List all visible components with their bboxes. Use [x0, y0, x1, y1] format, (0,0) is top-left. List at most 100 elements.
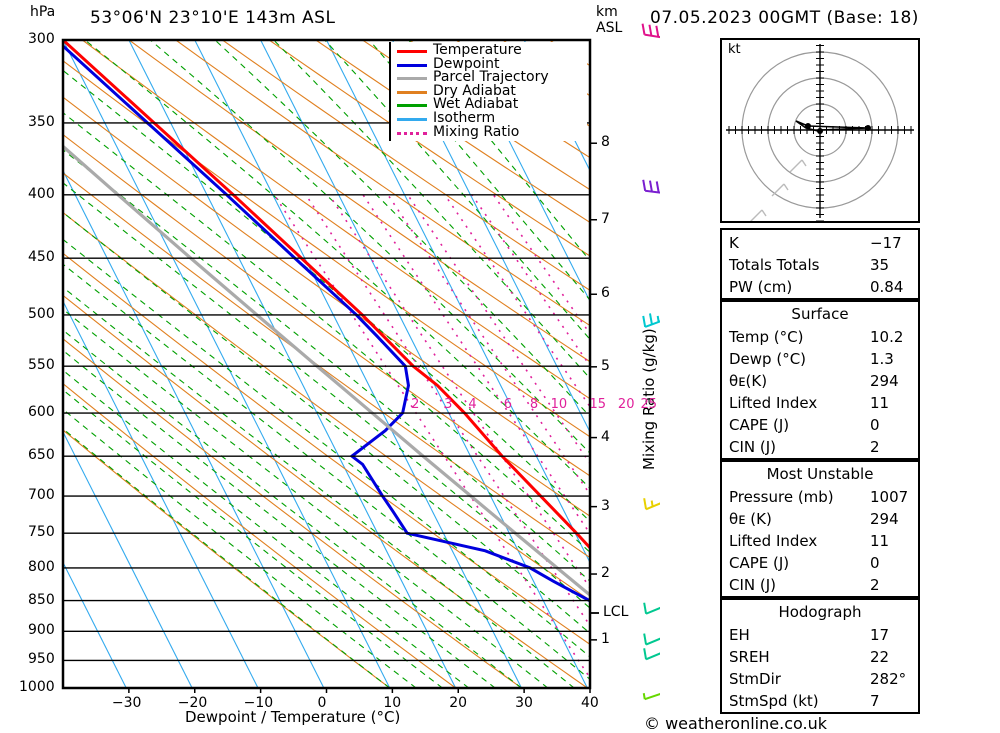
panel-title-text: Surface	[791, 305, 849, 323]
panel-title-text: Most Unstable	[766, 465, 874, 483]
stat-row: CAPE (J) 0	[722, 415, 918, 437]
temperature-tick-label: 40	[581, 695, 599, 711]
date-title: 07.05.2023 00GMT (Base: 18)	[650, 8, 919, 28]
pressure-tick-label: 450	[28, 249, 55, 266]
stat-value: 0	[870, 554, 880, 572]
stat-key: K	[729, 234, 739, 252]
stat-row: EH 17	[722, 625, 918, 647]
stat-value: 282°	[870, 670, 907, 688]
stat-key: Lifted Index	[729, 394, 818, 412]
stat-value: 294	[870, 510, 899, 528]
stat-value: 7	[870, 692, 880, 710]
legend-label: Temperature	[433, 42, 522, 58]
stat-row: K −17	[722, 233, 918, 255]
legend-swatch	[397, 131, 427, 135]
legend-label: Dewpoint	[433, 55, 500, 72]
legend-swatch	[397, 90, 427, 94]
stat-row: CIN (J) 2	[722, 575, 918, 597]
stat-row: Pressure (mb) 1007	[722, 487, 918, 509]
mixing-ratio-label: 25	[640, 397, 658, 412]
stat-row: PW (cm) 0.84	[722, 277, 918, 299]
legend-item: Isotherm	[395, 109, 587, 126]
pressure-tick-label: 650	[28, 447, 55, 464]
legend-swatch	[397, 104, 427, 108]
stat-key: PW (cm)	[729, 278, 793, 296]
stat-row: Dewp (°C) 1.3	[722, 349, 918, 371]
x-axis-label: Dewpoint / Temperature (°C)	[185, 708, 401, 726]
legend-item: Temperature	[395, 42, 587, 58]
stat-key: CAPE (J)	[729, 416, 790, 434]
mixing-ratio-label: 4	[468, 397, 477, 412]
legend-label: Isotherm	[433, 109, 496, 126]
legend-item: Dewpoint	[395, 55, 587, 72]
pressure-tick-label: 750	[28, 524, 55, 541]
stat-value: 10.2	[870, 328, 904, 346]
panel-title: Most Unstable	[722, 465, 918, 487]
skewt-diagram: hPa 53°06'N 23°10'E 143m ASL km ASL Temp…	[19, 4, 660, 726]
pressure-tick-label: 300	[28, 31, 55, 47]
temperature-tick-label: −20	[177, 695, 208, 711]
pressure-tick-label: 600	[28, 404, 55, 421]
panel-title: Surface	[722, 305, 918, 327]
altitude-tick-label: 3	[601, 497, 610, 514]
temperature-tick-label: 20	[449, 695, 468, 711]
mixing-ratio-label: 15	[589, 397, 606, 412]
legend-swatch	[397, 63, 427, 67]
temperature-tick-label: 10	[383, 695, 402, 711]
pressure-tick-label: 1000	[19, 679, 55, 695]
stat-value: 11	[870, 394, 890, 412]
altitude-tick-label: 8	[601, 134, 610, 151]
stat-value: −17	[870, 234, 902, 252]
pressure-tick-label: 800	[28, 558, 55, 575]
mixing-ratio-label: 20	[617, 397, 635, 412]
stat-row: Lifted Index 11	[722, 393, 918, 415]
stat-key: CIN (J)	[729, 576, 777, 594]
altitude-tick-label: 5	[601, 357, 610, 374]
stat-key: StmDir	[729, 670, 781, 688]
pressure-tick-label: 550	[28, 357, 55, 374]
stat-key: CIN (J)	[729, 438, 777, 456]
stat-row: SREH 22	[722, 647, 918, 669]
stat-value: 294	[870, 372, 899, 390]
hodograph-stats-panel: Hodograph EH 17 SREH 22 StmDir 282° StmSpd (kt)…	[720, 598, 920, 714]
lcl-label: LCL	[603, 604, 629, 620]
stat-value: 2	[870, 576, 880, 594]
stat-value: 35	[870, 256, 890, 274]
stat-key: Dewp (°C)	[729, 350, 807, 368]
legend-item: Parcel Trajectory	[395, 69, 587, 85]
mixing-ratio-label: 10	[550, 397, 568, 412]
pressure-unit-label: hPa	[30, 4, 56, 20]
stat-row: Totals Totals 35	[722, 255, 918, 277]
legend-item: Dry Adiabat	[395, 83, 587, 99]
surface-panel: Surface Temp (°C) 10.2 Dewp (°C) 1.3 θᴇ(K) 294…	[720, 300, 920, 460]
pressure-tick-label: 950	[28, 651, 55, 668]
legend-item: Wet Adiabat	[395, 96, 587, 113]
hodograph-unit-label: kt	[728, 42, 741, 57]
hodograph-panel[interactable]: kt	[720, 38, 920, 223]
stat-key: Lifted Index	[729, 532, 818, 550]
stat-value: 17	[870, 626, 890, 644]
stat-value: 11	[870, 532, 890, 550]
legend-item: Mixing Ratio	[395, 124, 587, 140]
pressure-tick-label: 700	[28, 487, 55, 504]
temperature-tick-label: 30	[515, 695, 533, 711]
legend-label: Wet Adiabat	[433, 96, 519, 113]
mixing-ratio-label: 8	[529, 397, 539, 412]
temperature-tick-label: −30	[111, 695, 142, 711]
stat-value: 1007	[870, 488, 909, 506]
stat-value: 0	[870, 416, 880, 434]
temperature-tick-label: −10	[243, 695, 274, 711]
stat-row: Lifted Index 11	[722, 531, 918, 553]
stat-row: StmDir 282°	[722, 669, 918, 691]
altitude-unit-label-line2: ASL	[596, 20, 623, 36]
stat-key: StmSpd (kt)	[729, 692, 819, 710]
right-panel: 07.05.2023 00GMT (Base: 18) kt K −17 Total…	[630, 0, 1000, 733]
most-unstable-panel: Most Unstable Pressure (mb) 1007 θᴇ (K) 294 L…	[720, 460, 920, 598]
pressure-tick-label: 850	[28, 591, 55, 608]
stat-row: StmSpd (kt) 7	[722, 691, 918, 713]
stat-row: θᴇ (K) 294	[722, 509, 918, 531]
mixing-ratio-label: 2	[411, 397, 420, 412]
page-title: 53°06'N 23°10'E 143m ASL	[90, 8, 336, 28]
stat-key: SREH	[729, 648, 770, 666]
panel-title: Hodograph	[722, 603, 918, 625]
